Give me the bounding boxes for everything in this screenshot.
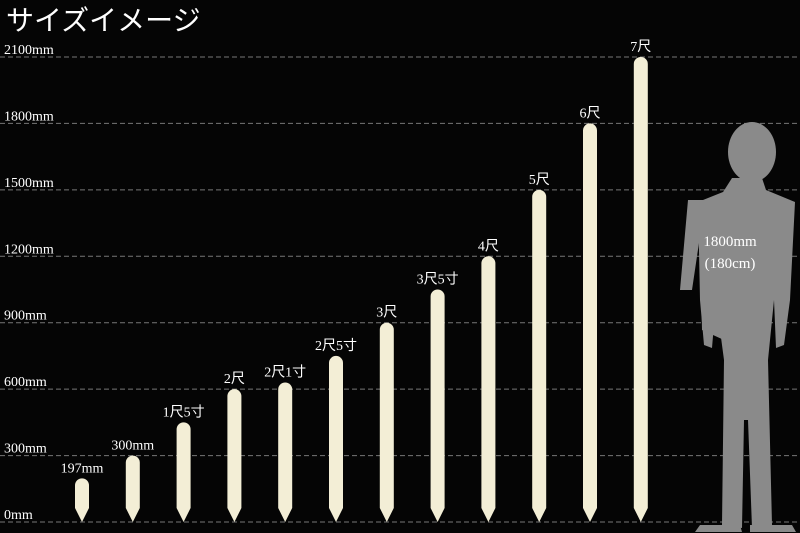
bar-label: 4尺	[478, 238, 499, 254]
bar-label: 3尺5寸	[417, 272, 459, 288]
bar	[75, 478, 89, 522]
bar-label: 2尺1寸	[264, 365, 306, 381]
bar-label: 300mm	[111, 439, 154, 454]
bar-label: 2尺5寸	[315, 338, 357, 354]
bar	[278, 382, 293, 522]
bar-label: 5尺	[529, 172, 550, 188]
chart-title: サイズイメージ	[6, 4, 201, 37]
bar-label: 1尺5寸	[163, 404, 205, 420]
annotation: (180cm)	[705, 256, 756, 272]
y-tick-label: 900mm	[4, 309, 47, 324]
bar	[532, 189, 547, 522]
y-tick-label: 600mm	[4, 375, 47, 390]
bar	[125, 455, 140, 522]
bar	[633, 57, 648, 523]
annotation: 1800mm	[703, 234, 757, 250]
bar-label: 3尺	[376, 305, 397, 321]
y-tick-label: 1500mm	[4, 176, 54, 191]
y-tick-label: 300mm	[4, 442, 47, 457]
bar	[430, 289, 445, 522]
bar-label: 6尺	[580, 105, 601, 121]
bar	[227, 389, 242, 522]
bar-label: 2尺	[224, 371, 245, 387]
bar-label: 7尺	[630, 39, 651, 55]
bar	[379, 322, 394, 522]
bar	[481, 256, 496, 522]
person-silhouette	[680, 122, 796, 532]
bar-label: 197mm	[61, 461, 104, 476]
y-tick-label: 0mm	[4, 508, 33, 523]
y-tick-label: 1800mm	[4, 109, 54, 124]
bar	[329, 355, 343, 522]
bar	[583, 123, 597, 522]
y-tick-label: 2100mm	[4, 43, 54, 58]
y-tick-label: 1200mm	[4, 242, 54, 257]
bar	[176, 422, 191, 522]
